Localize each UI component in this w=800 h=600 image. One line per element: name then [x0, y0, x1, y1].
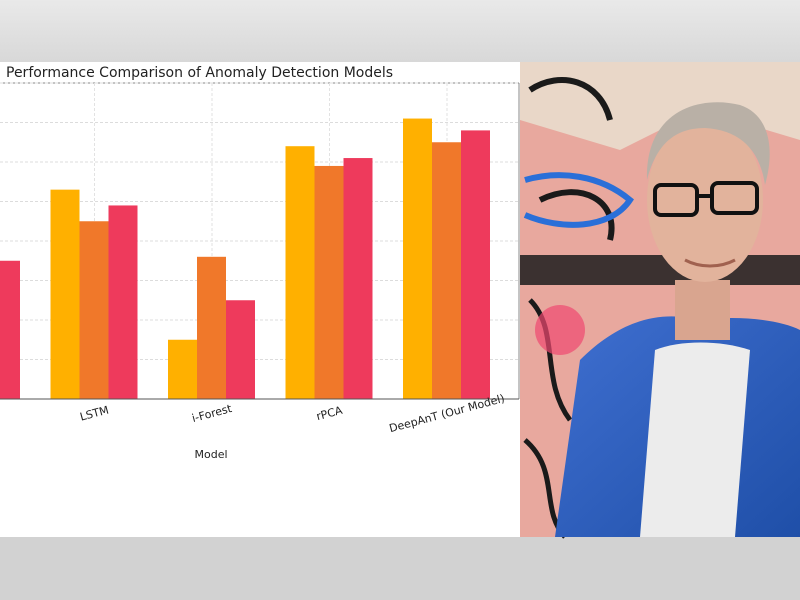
- graffiti-stroke: [528, 77, 615, 241]
- bar: [108, 205, 138, 399]
- bar: [168, 339, 197, 399]
- shirt: [640, 342, 750, 537]
- bar: [285, 146, 315, 399]
- neck: [675, 280, 730, 340]
- graffiti-band: [520, 255, 800, 285]
- graffiti-stroke: [523, 172, 634, 228]
- face: [647, 118, 763, 282]
- glasses-left: [653, 183, 699, 217]
- bar: [197, 256, 226, 399]
- bar: [226, 300, 255, 399]
- blurred-bottom-band: [0, 537, 800, 600]
- hair: [646, 102, 770, 185]
- bar: [0, 260, 20, 399]
- photo: [520, 62, 800, 539]
- graffiti-spot: [535, 305, 585, 355]
- bar: [314, 165, 344, 399]
- blurred-top-band: [0, 0, 800, 62]
- bar: [461, 130, 490, 399]
- bar: [343, 158, 373, 399]
- x-axis-label: Model: [194, 448, 227, 461]
- mouth: [684, 258, 736, 268]
- bar: [79, 221, 109, 399]
- bar: [50, 189, 80, 399]
- bar: [432, 142, 461, 399]
- chart: Performance Comparison of Anomaly Detect…: [0, 65, 520, 461]
- chart-title: Performance Comparison of Anomaly Detect…: [6, 65, 393, 81]
- wall-patch: [520, 62, 800, 150]
- bar: [403, 118, 432, 400]
